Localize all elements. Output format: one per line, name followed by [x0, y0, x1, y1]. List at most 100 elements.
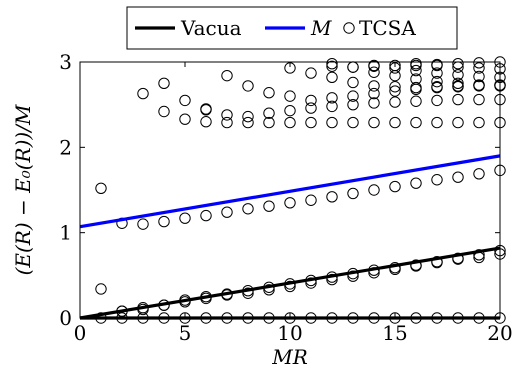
tcsa-point: [368, 184, 380, 196]
tcsa-point: [431, 75, 443, 88]
tcsa-point: [473, 80, 485, 92]
tcsa-point: [347, 90, 359, 102]
y-tick-label: 2: [59, 135, 72, 159]
tcsa-point: [179, 94, 191, 107]
tcsa-point: [431, 255, 443, 268]
tcsa-point: [326, 71, 338, 84]
tcsa-point: [305, 67, 317, 79]
tcsa-point: [221, 206, 233, 218]
y-tick-label: 1: [59, 221, 72, 245]
tcsa-point: [200, 116, 212, 128]
tcsa-point: [242, 116, 254, 129]
tcsa-point: [95, 283, 107, 295]
tcsa-point: [305, 116, 317, 129]
tcsa-point: [473, 93, 485, 106]
tcsa-point: [347, 61, 359, 73]
tcsa-point: [368, 97, 380, 109]
tcsa-point: [473, 168, 485, 180]
tcsa-point: [137, 87, 149, 100]
tcsa-point: [368, 66, 380, 78]
tcsa-point: [347, 187, 359, 200]
tcsa-point: [389, 180, 401, 193]
y-tick-label: 3: [59, 50, 72, 74]
tcsa-point: [431, 67, 443, 79]
tcsa-point: [263, 107, 275, 119]
tcsa-point: [431, 174, 443, 186]
tcsa-point: [410, 64, 422, 77]
tcsa-point: [242, 287, 254, 299]
tcsa-point: [158, 215, 170, 228]
tcsa-point: [305, 102, 317, 114]
tcsa-point: [473, 251, 485, 264]
y-tick-label: 0: [59, 306, 72, 330]
tcsa-point: [242, 203, 254, 215]
y-axis-title: (E(R) − E₀(R))/M: [11, 104, 35, 275]
tcsa-point: [263, 200, 275, 212]
tcsa-point: [368, 80, 380, 92]
tcsa-point: [200, 104, 212, 116]
tcsa-point: [326, 60, 338, 72]
m-line-2: [79, 154, 501, 229]
tcsa-point: [221, 69, 233, 82]
tcsa-point: [473, 62, 485, 74]
tcsa-point: [389, 59, 401, 72]
tcsa-point: [221, 109, 233, 121]
x-tick-label: 5: [179, 321, 192, 345]
tcsa-point: [368, 116, 380, 129]
tcsa-point: [410, 259, 422, 271]
legend: Vacua M TCSA: [126, 6, 458, 50]
legend-m-label: M: [310, 16, 332, 40]
legend-vacua-label: Vacua: [180, 16, 242, 40]
tcsa-point: [284, 116, 296, 129]
tcsa-point: [389, 85, 401, 97]
tcsa-point: [431, 94, 443, 107]
tcsa-point: [305, 277, 317, 289]
axis-tick-labels: 0 5 10 15 20 0 1 2 3: [59, 50, 512, 345]
tcsa-point: [326, 100, 338, 113]
x-tick-label: 10: [277, 321, 302, 345]
series-lines: [79, 154, 501, 320]
tcsa-point: [389, 81, 401, 93]
tcsa-point: [452, 93, 464, 106]
tcsa-point: [242, 110, 254, 123]
tcsa-point: [410, 116, 422, 129]
tcsa-point: [326, 191, 338, 203]
tcsa-point: [452, 252, 464, 264]
tcsa-point: [347, 76, 359, 89]
tcsa-point: [263, 284, 275, 296]
tcsa-point: [284, 90, 296, 102]
tcsa-point: [284, 197, 296, 209]
tcsa-point: [410, 81, 422, 94]
tcsa-point: [410, 177, 422, 189]
tcsa-point: [263, 87, 275, 99]
tcsa-point: [431, 81, 443, 94]
tcsa-point: [473, 116, 485, 129]
tcsa-point: [431, 81, 443, 93]
tcsa-point: [452, 77, 464, 90]
tcsa-point: [326, 116, 338, 129]
axis-ticks: [79, 61, 501, 319]
tcsa-point: [284, 104, 296, 117]
tcsa-point: [368, 60, 380, 72]
tcsa-point: [347, 98, 359, 111]
tcsa-point: [263, 116, 275, 129]
x-tick-label: 20: [487, 321, 512, 345]
tcsa-point: [410, 73, 422, 85]
legend-tcsa-label: TCSA: [359, 16, 416, 40]
tcsa-point: [200, 209, 212, 222]
x-axis-title: MR: [271, 345, 308, 369]
tcsa-point: [473, 57, 485, 69]
tcsa-point: [452, 116, 464, 129]
tcsa-point: [95, 182, 107, 194]
tcsa-point: [473, 79, 485, 91]
x-tick-label: 15: [382, 321, 407, 345]
x-tick-label: 0: [74, 321, 87, 345]
tcsa-point: [221, 116, 233, 129]
tcsa-point: [410, 59, 422, 72]
tcsa-point: [347, 116, 359, 129]
tcsa-point: [179, 212, 191, 224]
tcsa-point: [452, 171, 464, 183]
tcsa-point: [452, 80, 464, 92]
tcsa-point: [452, 58, 464, 70]
